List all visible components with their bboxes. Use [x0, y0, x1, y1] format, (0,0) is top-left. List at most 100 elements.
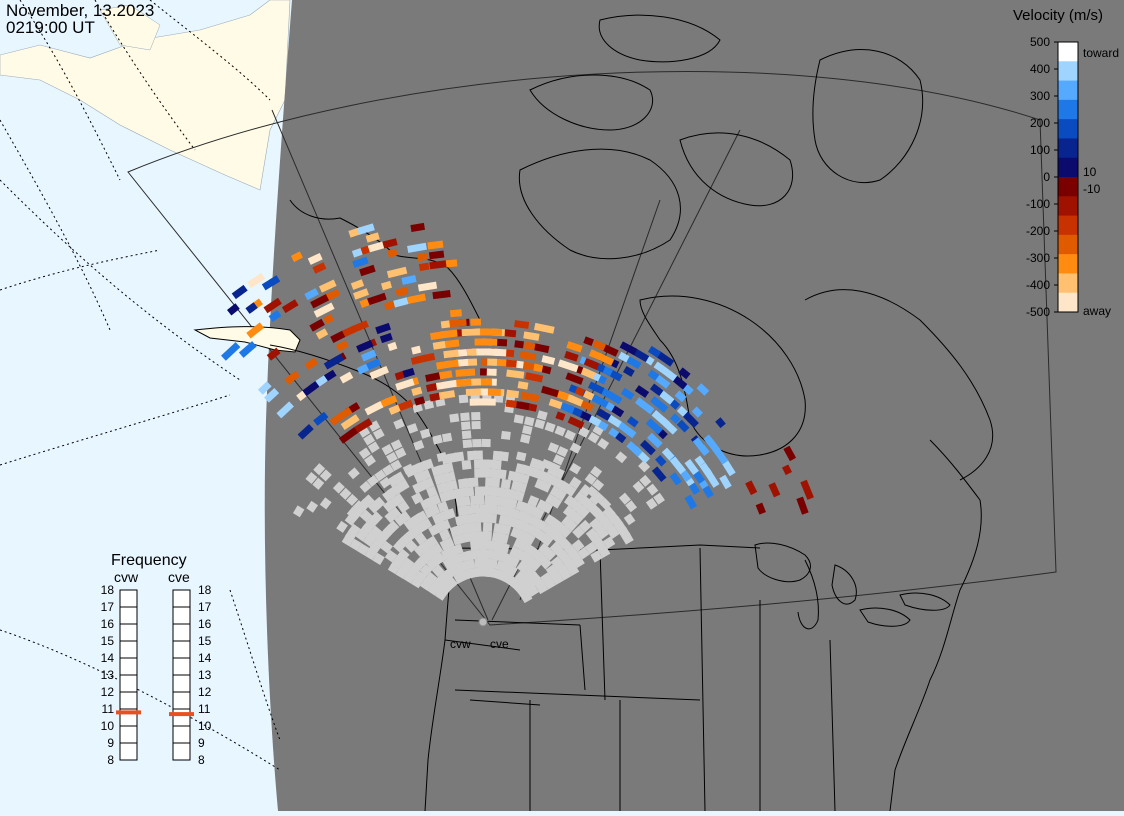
radar-cell	[534, 418, 546, 430]
radar-cell	[292, 505, 305, 518]
radar-site-marker	[478, 617, 488, 627]
radar-cell	[393, 297, 409, 308]
colorbar-swatch	[1058, 61, 1078, 82]
radar-cell	[410, 575, 424, 589]
radar-cell	[403, 518, 417, 531]
radar-cell	[428, 524, 441, 537]
colorbar-swatch	[1058, 234, 1078, 255]
radar-cell	[359, 509, 373, 523]
radar-cell	[640, 439, 656, 456]
radar-cell	[684, 494, 698, 510]
radar-cell	[313, 463, 326, 476]
radar-cell	[323, 314, 334, 325]
radar-cell	[390, 459, 403, 472]
radar-cell	[449, 525, 461, 537]
radar-cell	[645, 497, 658, 510]
frequency-level-label: 12	[198, 685, 212, 699]
radar-cell	[366, 292, 387, 306]
radar-cell	[719, 474, 732, 490]
radar-cell	[520, 433, 531, 444]
radar-cell	[506, 369, 525, 379]
radar-cell	[600, 343, 619, 357]
radar-cell	[437, 501, 449, 513]
radar-cell	[484, 495, 494, 505]
radar-cell	[516, 560, 530, 574]
radar-cell	[498, 514, 510, 526]
radar-cell	[304, 288, 319, 301]
radar-cell	[436, 482, 448, 494]
radar-cell	[352, 256, 369, 269]
radar-cell	[554, 425, 566, 437]
radar-cell	[471, 420, 481, 430]
radar-cell	[302, 381, 320, 397]
radar-cell	[419, 578, 433, 591]
radar-cell	[524, 416, 535, 427]
radar-cell	[506, 389, 520, 399]
legend-title: Velocity (m/s)	[1013, 7, 1103, 24]
frequency-cell	[119, 606, 138, 625]
frequency-cell	[172, 640, 191, 659]
radar-cell	[555, 411, 566, 421]
frequency-cell	[172, 589, 191, 608]
radar-cell	[541, 459, 553, 470]
radar-cell	[599, 497, 612, 510]
radar-cell	[266, 347, 281, 361]
radar-cell	[247, 272, 266, 289]
radar-cell	[363, 433, 376, 446]
radar-cell	[329, 412, 345, 426]
frequency-level-label: 16	[101, 617, 115, 631]
radar-cell	[335, 340, 349, 352]
colorbar-tick-label: 0	[1043, 170, 1050, 184]
radar-cell	[341, 325, 356, 338]
radar-cell	[578, 426, 590, 438]
radar-cell	[514, 340, 524, 349]
radar-cell	[645, 418, 663, 435]
radar-cell	[517, 381, 529, 390]
radar-cell	[417, 281, 438, 292]
colorbar-swatch	[1058, 292, 1078, 313]
frequency-panel: Frequency cvw cve 1817161514131211109818…	[101, 552, 212, 767]
radar-cell	[352, 288, 370, 300]
radar-cell	[379, 476, 392, 489]
radar-cell	[417, 252, 429, 262]
legend-toward-label: toward	[1083, 46, 1119, 60]
radar-cell	[474, 338, 490, 346]
radar-cell	[458, 394, 469, 404]
radar-cell	[674, 390, 687, 403]
radar-cell	[552, 454, 565, 466]
radar-cell	[670, 413, 681, 424]
frequency-level-label: 17	[101, 600, 115, 614]
radar-cell	[544, 421, 556, 433]
frequency-level-label: 9	[107, 736, 114, 750]
radar-cell	[484, 328, 503, 337]
radar-cell	[547, 442, 560, 454]
radar-cell	[456, 378, 472, 387]
radar-cell	[622, 365, 635, 377]
radar-cell	[493, 523, 504, 534]
radar-cell	[297, 423, 314, 440]
radar-cell	[367, 441, 380, 454]
radar-cell	[387, 561, 401, 575]
radar-cell	[436, 452, 448, 462]
radar-cell	[457, 478, 469, 489]
radar-cell	[310, 294, 330, 309]
radar-cell	[402, 463, 415, 475]
radar-cell	[481, 438, 491, 448]
radar-cell	[678, 367, 691, 380]
radar-cell	[387, 341, 398, 352]
radar-cell	[563, 494, 577, 508]
radar-cell	[432, 434, 443, 445]
radar-cell	[492, 450, 503, 461]
radar-cell	[500, 478, 512, 490]
radar-cell	[423, 399, 435, 410]
radar-cell	[425, 372, 441, 382]
frequency-level-label: 15	[198, 634, 212, 648]
radar-cell	[257, 381, 272, 395]
radar-cell	[525, 372, 544, 383]
frequency-level-label: 17	[198, 600, 212, 614]
radar-cell	[347, 467, 360, 480]
colorbar-swatch	[1058, 273, 1078, 294]
frequency-level-label: 9	[198, 736, 205, 750]
radar-cell	[394, 513, 407, 527]
radar-cell	[558, 402, 575, 414]
